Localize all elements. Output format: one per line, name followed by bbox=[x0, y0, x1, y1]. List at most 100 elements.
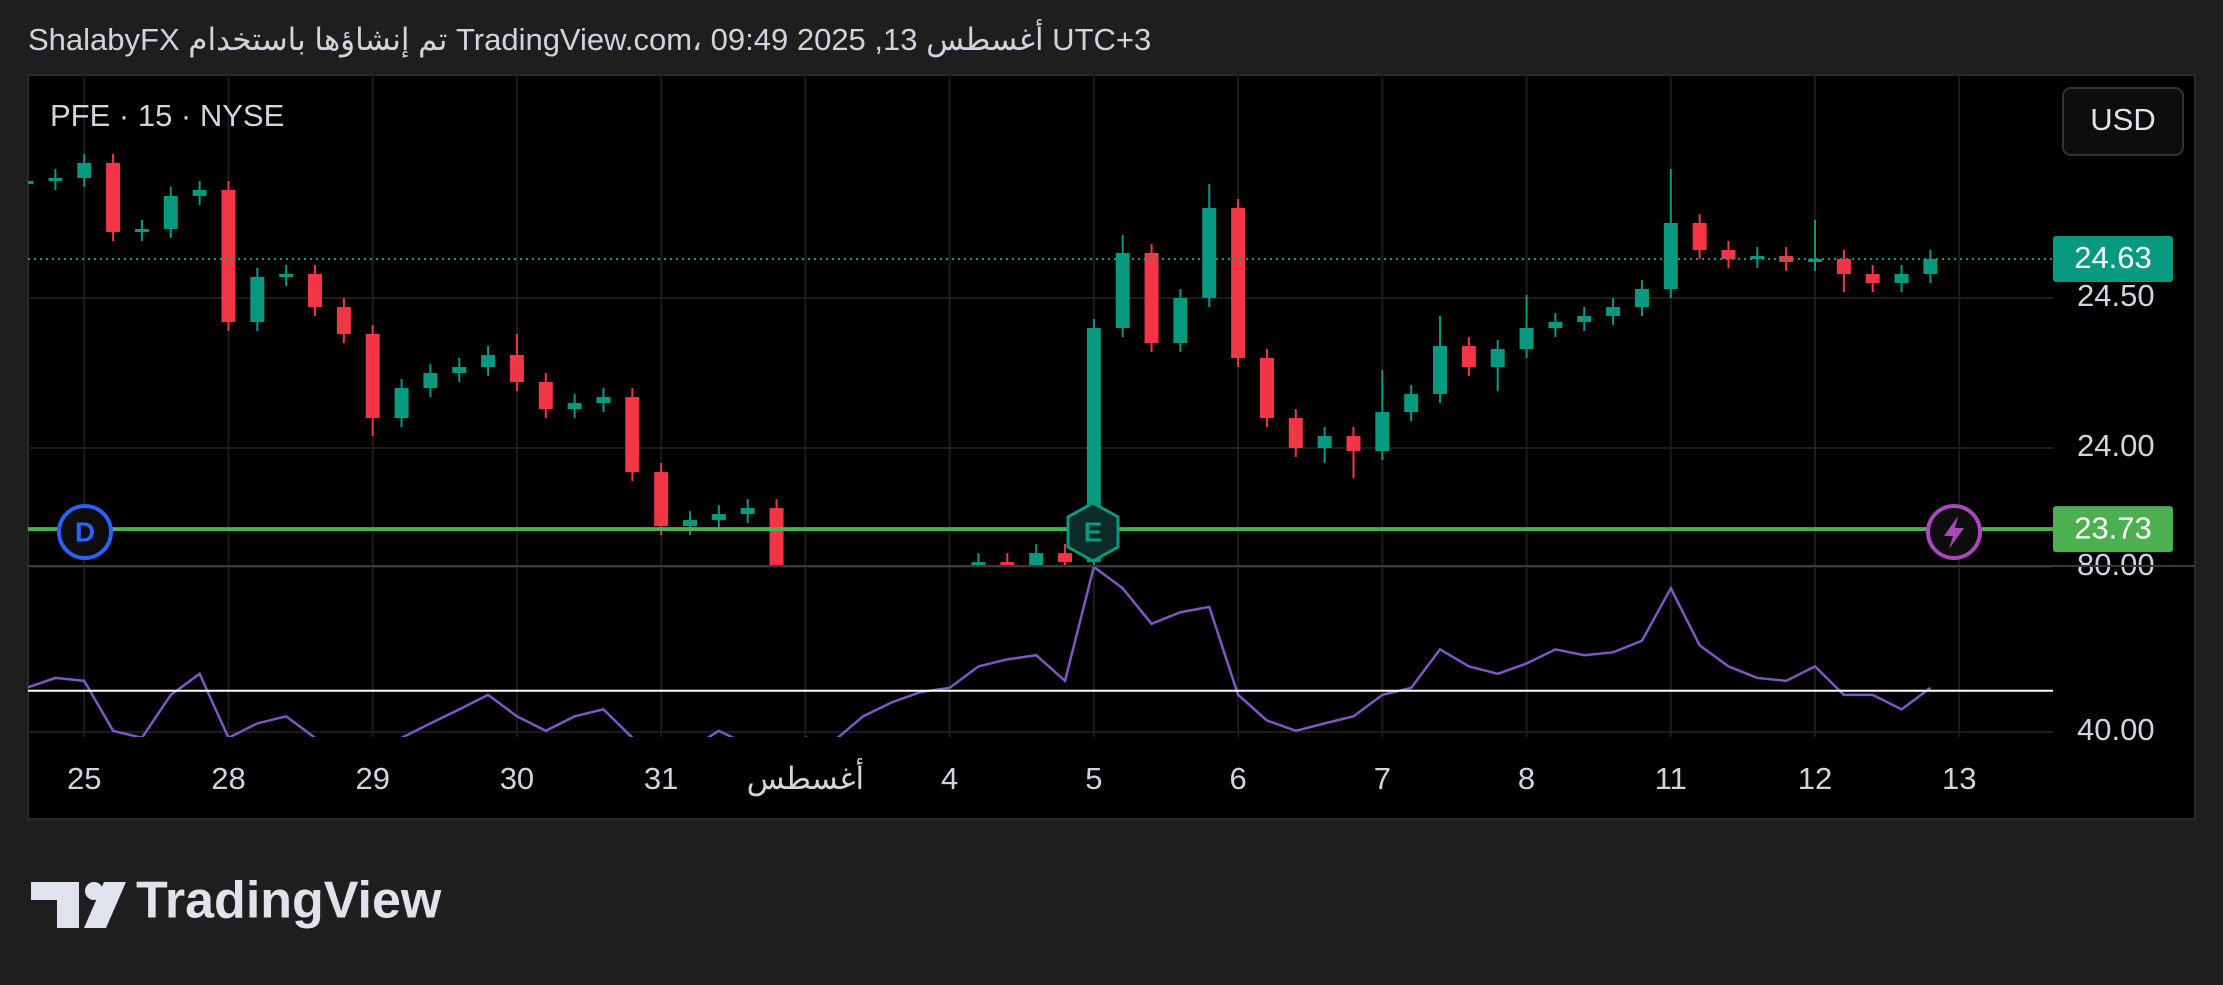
last-price-box bbox=[2053, 235, 2173, 282]
candle-body bbox=[1461, 346, 1476, 368]
candle-body bbox=[1029, 553, 1044, 566]
candle-body bbox=[1894, 273, 1909, 283]
dividend-circle[interactable] bbox=[57, 504, 113, 560]
earnings-letter[interactable]: E bbox=[1084, 516, 1103, 547]
currency-button[interactable] bbox=[2062, 87, 2184, 156]
logo-stem bbox=[57, 882, 79, 928]
candle-body bbox=[1692, 222, 1707, 250]
candle-body bbox=[1519, 328, 1534, 350]
candle-body bbox=[1404, 394, 1419, 413]
symbol-legend: PFE · 15 · NYSE bbox=[50, 98, 284, 133]
candle-body bbox=[1115, 252, 1130, 329]
candle-body bbox=[336, 306, 351, 335]
x-tick-label: 30 bbox=[500, 761, 534, 796]
candle-body bbox=[1808, 258, 1823, 262]
candle-body bbox=[1259, 358, 1274, 419]
x-tick-label: 12 bbox=[1798, 761, 1832, 796]
earnings-marker[interactable]: E bbox=[1066, 501, 1120, 563]
x-tick-label: 6 bbox=[1229, 761, 1246, 796]
lightning-icon bbox=[1944, 516, 1964, 549]
currency-label[interactable]: USD bbox=[2090, 102, 2155, 137]
x-tick-label: 25 bbox=[67, 761, 101, 796]
header-text: ShalabyFX تم إنشاؤها باستخدام TradingVie… bbox=[28, 19, 1151, 58]
candle-body bbox=[452, 367, 467, 374]
candle-body bbox=[365, 334, 380, 419]
candle-body bbox=[134, 228, 149, 232]
candle-body bbox=[192, 189, 207, 196]
candle-body bbox=[1231, 207, 1246, 359]
candle-body bbox=[28, 180, 34, 184]
candle-body bbox=[1606, 306, 1621, 316]
candle-body bbox=[77, 162, 92, 178]
candle-body bbox=[1317, 436, 1332, 449]
candle-body bbox=[163, 195, 178, 229]
candle-body bbox=[1173, 297, 1188, 344]
logo-slash bbox=[84, 882, 126, 928]
candle-body bbox=[711, 514, 726, 521]
dividend-letter[interactable]: D bbox=[75, 516, 95, 547]
candle-body bbox=[221, 189, 236, 323]
candle-body bbox=[625, 397, 640, 473]
candle-body bbox=[1836, 258, 1851, 274]
candle-body bbox=[1663, 222, 1678, 289]
candle-body bbox=[509, 355, 524, 383]
candle-body bbox=[1202, 207, 1217, 298]
candle-body bbox=[481, 355, 496, 368]
x-tick-label: 8 bbox=[1518, 761, 1535, 796]
y-tick-label: 24.50 bbox=[2077, 278, 2155, 313]
y-tick-label: 80.00 bbox=[2077, 547, 2155, 582]
candle-body bbox=[1346, 436, 1361, 452]
candle-body bbox=[1750, 255, 1765, 259]
chart-frame bbox=[27, 74, 2196, 820]
candle-body bbox=[423, 373, 438, 389]
candle-body bbox=[106, 162, 121, 232]
logo-text: TradingView bbox=[136, 872, 442, 930]
candle-body bbox=[1577, 315, 1592, 323]
candle-body bbox=[1058, 553, 1073, 563]
last-price-label: 24.63 bbox=[2074, 240, 2152, 275]
candle-body bbox=[1548, 322, 1563, 329]
x-tick-label: 11 bbox=[1655, 761, 1687, 796]
hline-box bbox=[2053, 506, 2173, 553]
candle-body bbox=[596, 397, 611, 404]
candle-body bbox=[1433, 346, 1448, 395]
x-tick-label: 31 bbox=[644, 761, 678, 796]
x-tick-label: 7 bbox=[1374, 761, 1391, 796]
x-tick-label: 13 bbox=[1942, 761, 1976, 796]
candle-body bbox=[1144, 252, 1159, 344]
candle-body bbox=[1865, 273, 1880, 283]
candle-body bbox=[394, 388, 409, 419]
candle-body bbox=[279, 273, 294, 277]
tradingview-logo: TradingView bbox=[31, 872, 442, 930]
candle-body bbox=[654, 472, 669, 527]
candle-body bbox=[250, 276, 265, 323]
candle-body bbox=[308, 273, 323, 307]
dividend-marker[interactable]: D bbox=[57, 504, 113, 560]
x-tick-label: 28 bbox=[211, 761, 245, 796]
hline-label: 23.73 bbox=[2074, 510, 2152, 545]
x-tick-label: أغسطس bbox=[747, 758, 864, 796]
candle-body bbox=[1375, 412, 1390, 452]
candle-body bbox=[1288, 418, 1303, 449]
candle-body bbox=[971, 562, 986, 566]
earnings-hexagon[interactable] bbox=[1066, 501, 1120, 563]
candle-body bbox=[1490, 349, 1505, 368]
candle-body bbox=[1000, 562, 1015, 566]
candle-body bbox=[538, 382, 553, 410]
x-tick-label: 4 bbox=[941, 761, 958, 796]
candle-body bbox=[1923, 258, 1938, 274]
event-marker[interactable] bbox=[1926, 504, 1982, 560]
candle-body bbox=[48, 177, 63, 181]
candle-body bbox=[567, 403, 582, 410]
candle-body bbox=[683, 520, 698, 527]
x-tick-label: 29 bbox=[355, 761, 389, 796]
indicator-line bbox=[28, 566, 1932, 737]
candle-body bbox=[1634, 288, 1649, 307]
pane bbox=[28, 153, 2053, 566]
x-tick-label: 5 bbox=[1085, 761, 1102, 796]
candle-body bbox=[740, 508, 755, 515]
candle-body bbox=[769, 508, 784, 566]
candle-body bbox=[1721, 249, 1736, 259]
